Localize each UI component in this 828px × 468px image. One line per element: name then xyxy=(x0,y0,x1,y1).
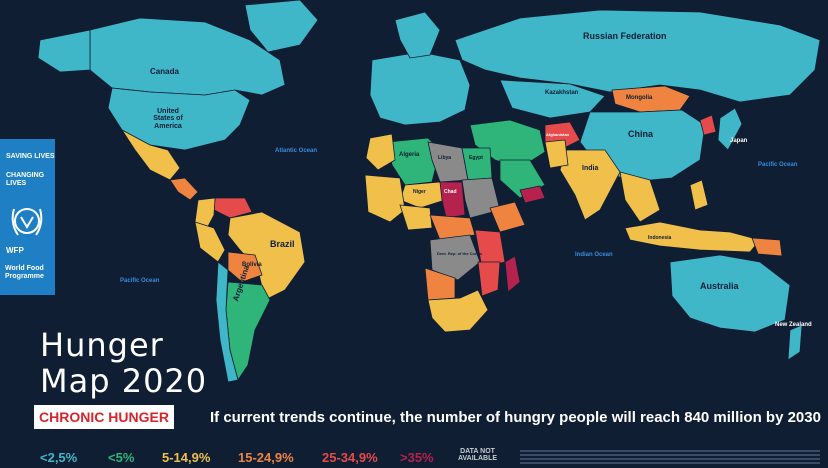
country-usa[interactable] xyxy=(107,87,251,151)
country-middle-east[interactable] xyxy=(469,119,546,169)
country-korea[interactable] xyxy=(699,114,717,136)
label-indonesia: Indonesia xyxy=(648,235,672,241)
country-alaska[interactable] xyxy=(37,29,91,73)
country-brazil[interactable] xyxy=(227,211,306,301)
label-egypt: Egypt xyxy=(469,155,483,161)
label-new-zealand: New Zealand xyxy=(775,322,812,328)
label-japan: Japan xyxy=(730,138,748,144)
country-bolivia[interactable] xyxy=(227,251,263,283)
country-india[interactable] xyxy=(559,149,621,221)
country-dr-congo[interactable] xyxy=(429,234,481,281)
title-line-1: Hunger xyxy=(40,326,164,364)
legend-no-data-line-2: AVAILABLE xyxy=(458,455,498,463)
country-indonesia[interactable] xyxy=(624,221,761,253)
country-mexico[interactable] xyxy=(121,129,181,181)
country-libya[interactable] xyxy=(427,141,469,183)
label-bolivia: Bolivia xyxy=(242,262,262,268)
label-kazakhstan: Kazakhstan xyxy=(545,90,579,96)
wfp-branding-panel[interactable]: SAVING LIVES CHANGING LIVES WFP World Fo… xyxy=(0,139,55,295)
country-central-africa[interactable] xyxy=(429,214,476,241)
wfp-wheat-wreath-icon xyxy=(8,201,46,241)
label-brazil: Brazil xyxy=(270,239,295,249)
country-yemen[interactable] xyxy=(519,185,546,204)
fine-print-block xyxy=(520,448,820,468)
country-morocco[interactable] xyxy=(365,133,396,171)
country-pakistan[interactable] xyxy=(544,139,569,169)
country-png[interactable] xyxy=(751,237,783,257)
legend-lt2_5: <2,5% xyxy=(40,450,78,465)
country-scandinavia[interactable] xyxy=(394,11,441,59)
country-central-america[interactable] xyxy=(169,177,199,201)
country-peru[interactable] xyxy=(194,221,226,263)
label-chad: Chad xyxy=(444,189,457,195)
legend-gt35: >35% xyxy=(400,450,434,465)
headline-projection: If current trends continue, the number o… xyxy=(210,409,821,426)
label-pacific-ocean-east: Pacific Ocean xyxy=(758,162,798,168)
country-philippines[interactable] xyxy=(689,179,709,211)
label-russia: Russian Federation xyxy=(583,31,667,41)
label-india: India xyxy=(582,165,599,172)
chronic-hunger-badge: CHRONIC HUNGER xyxy=(34,405,174,429)
legend-5-15: 5-14,9% xyxy=(162,450,211,465)
legend-15-25: 15-24,9% xyxy=(238,450,294,465)
wfp-full-name: World Food Programme xyxy=(5,265,44,280)
country-west-africa[interactable] xyxy=(364,174,406,223)
label-pacific-ocean-west: Pacific Ocean xyxy=(120,278,160,284)
label-algeria: Algeria xyxy=(399,152,420,158)
label-china: China xyxy=(628,129,654,139)
country-new-zealand[interactable] xyxy=(787,324,803,361)
country-ethiopia[interactable] xyxy=(489,201,526,233)
country-mozambique[interactable] xyxy=(477,261,501,297)
country-nigeria[interactable] xyxy=(399,204,433,231)
country-europe[interactable] xyxy=(369,51,471,126)
label-canada: Canada xyxy=(150,67,179,76)
label-usa: United States of America xyxy=(153,108,183,130)
label-indian-ocean: Indian Ocean xyxy=(575,252,613,258)
country-japan[interactable] xyxy=(717,107,743,151)
country-madagascar[interactable] xyxy=(504,255,521,293)
country-australia[interactable] xyxy=(669,254,791,333)
title-line-2: Map 2020 xyxy=(40,362,208,400)
country-chile[interactable] xyxy=(215,261,239,383)
legend-no-data: DATA NOT AVAILABLE xyxy=(458,448,497,463)
legend-lt5: <5% xyxy=(108,450,135,465)
tagline-changing-lives: CHANGING LIVES xyxy=(6,172,45,187)
country-algeria[interactable] xyxy=(387,137,441,186)
label-mongolia: Mongolia xyxy=(626,95,653,101)
label-atlantic-ocean: Atlantic Ocean xyxy=(275,148,318,154)
country-russia[interactable] xyxy=(454,9,821,103)
tagline-saving-lives: SAVING LIVES xyxy=(6,153,55,160)
legend-no-data-line-1: DATA NOT xyxy=(460,448,495,455)
label-afghanistan: Afghanistan xyxy=(546,132,570,137)
legend-25-35: 25-34,9% xyxy=(322,450,378,465)
label-libya: Libya xyxy=(438,155,452,161)
label-dr-congo: Dem. Rep. of the Congo xyxy=(437,251,483,256)
country-chad[interactable] xyxy=(439,181,466,219)
country-greenland[interactable] xyxy=(244,0,319,53)
label-australia: Australia xyxy=(700,281,739,291)
label-niger: Niger xyxy=(413,189,426,195)
country-se-asia[interactable] xyxy=(619,171,661,223)
wfp-acronym: WFP xyxy=(6,246,24,255)
country-southern-africa[interactable] xyxy=(427,289,489,333)
